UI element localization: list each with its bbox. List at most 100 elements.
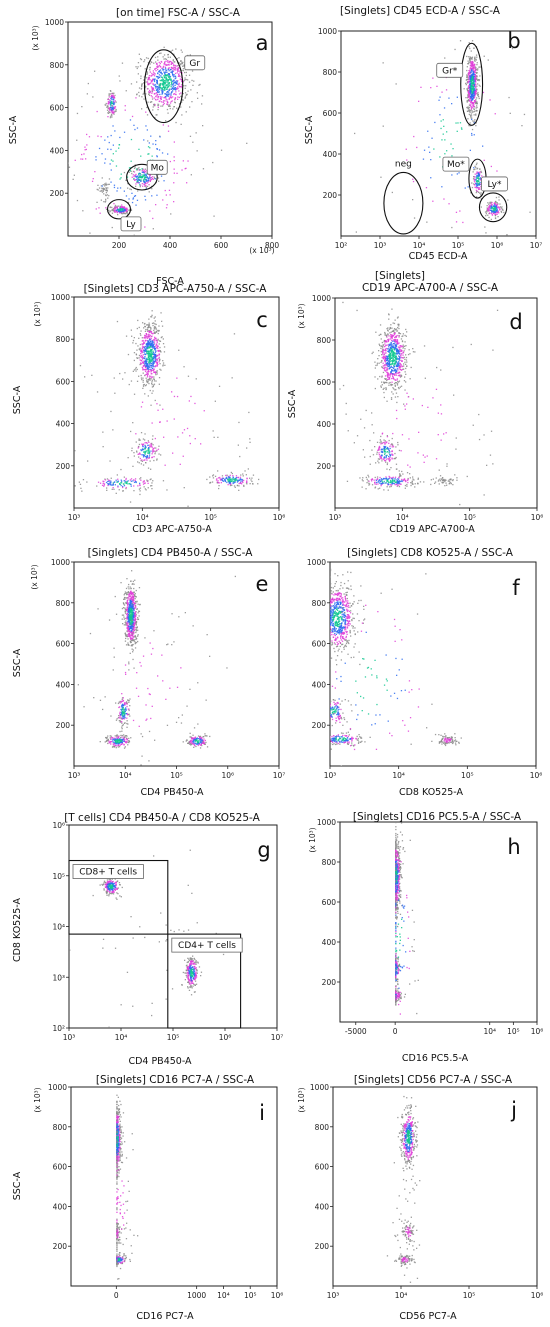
data-point — [394, 333, 396, 336]
data-point — [105, 102, 107, 105]
data-point — [149, 174, 151, 177]
data-point — [147, 363, 149, 365]
data-point — [98, 147, 101, 150]
data-point — [142, 387, 144, 389]
data-point — [112, 153, 114, 155]
data-point — [52, 135, 53, 136]
data-point — [473, 111, 475, 113]
data-point — [396, 339, 398, 341]
data-point — [472, 105, 474, 107]
data-point — [395, 355, 397, 357]
data-point — [185, 167, 187, 169]
data-point — [217, 470, 219, 472]
data-point — [479, 168, 481, 170]
data-point — [151, 346, 153, 348]
data-point — [81, 490, 83, 492]
data-point — [394, 329, 396, 331]
data-point — [238, 485, 240, 487]
data-point — [148, 78, 150, 80]
data-point — [384, 364, 386, 366]
data-point — [433, 148, 435, 150]
data-point — [235, 475, 238, 477]
data-point — [122, 485, 124, 488]
data-point — [146, 361, 148, 363]
data-point — [385, 388, 387, 390]
data-point — [139, 176, 141, 178]
data-point — [406, 159, 408, 161]
data-point — [381, 483, 383, 485]
data-point — [113, 102, 116, 104]
data-point — [392, 454, 394, 456]
data-point — [153, 371, 156, 374]
data-point — [156, 342, 158, 344]
data-point — [390, 350, 393, 352]
data-point — [391, 308, 393, 310]
data-point — [165, 60, 167, 62]
data-point — [151, 310, 153, 312]
data-point — [165, 85, 167, 87]
data-point — [384, 441, 386, 443]
data-point — [382, 125, 384, 127]
data-point — [136, 380, 139, 382]
data-point — [407, 464, 409, 466]
data-point — [86, 144, 88, 146]
data-point — [129, 501, 132, 503]
data-point — [164, 189, 166, 192]
data-point — [146, 71, 148, 73]
data-point — [393, 382, 396, 385]
data-point — [396, 478, 399, 480]
data-point — [382, 478, 385, 480]
data-point — [225, 474, 227, 477]
data-point — [146, 379, 148, 381]
data-point — [249, 438, 251, 440]
data-point — [468, 124, 470, 126]
data-point — [156, 194, 158, 196]
data-point — [108, 110, 110, 113]
data-point — [394, 484, 396, 486]
data-point — [139, 65, 142, 67]
data-point — [195, 378, 197, 380]
data-point — [405, 335, 407, 337]
data-point — [185, 74, 187, 77]
data-point — [142, 364, 145, 367]
data-point — [139, 333, 141, 335]
data-point — [146, 182, 148, 184]
data-point — [470, 109, 472, 111]
data-point — [380, 385, 382, 387]
data-point — [475, 83, 477, 85]
data-point — [391, 344, 393, 346]
data-point — [224, 480, 226, 482]
data-point — [387, 376, 389, 378]
data-point — [387, 365, 389, 368]
data-point — [389, 455, 391, 457]
data-point — [114, 392, 116, 394]
data-point — [412, 199, 414, 201]
data-point — [144, 179, 146, 181]
data-point — [395, 328, 397, 331]
data-point — [165, 98, 167, 100]
data-point — [146, 347, 148, 349]
data-point — [475, 87, 477, 89]
data-point — [176, 88, 178, 90]
data-point — [460, 127, 463, 129]
data-point — [475, 125, 477, 127]
data-point — [107, 483, 110, 485]
data-point — [405, 148, 407, 150]
data-point — [144, 180, 146, 182]
data-point — [151, 92, 153, 94]
data-point — [172, 83, 174, 86]
data-point — [239, 482, 242, 484]
data-point — [432, 77, 434, 79]
data-point — [444, 478, 446, 481]
data-point — [161, 87, 163, 89]
data-point — [240, 478, 242, 480]
data-point — [140, 180, 142, 182]
data-point — [412, 180, 415, 183]
data-point — [143, 360, 145, 362]
data-point — [155, 92, 158, 94]
data-point — [133, 452, 135, 454]
data-point — [367, 480, 369, 482]
data-point — [134, 368, 137, 370]
data-point — [203, 410, 205, 412]
data-point — [126, 210, 128, 212]
